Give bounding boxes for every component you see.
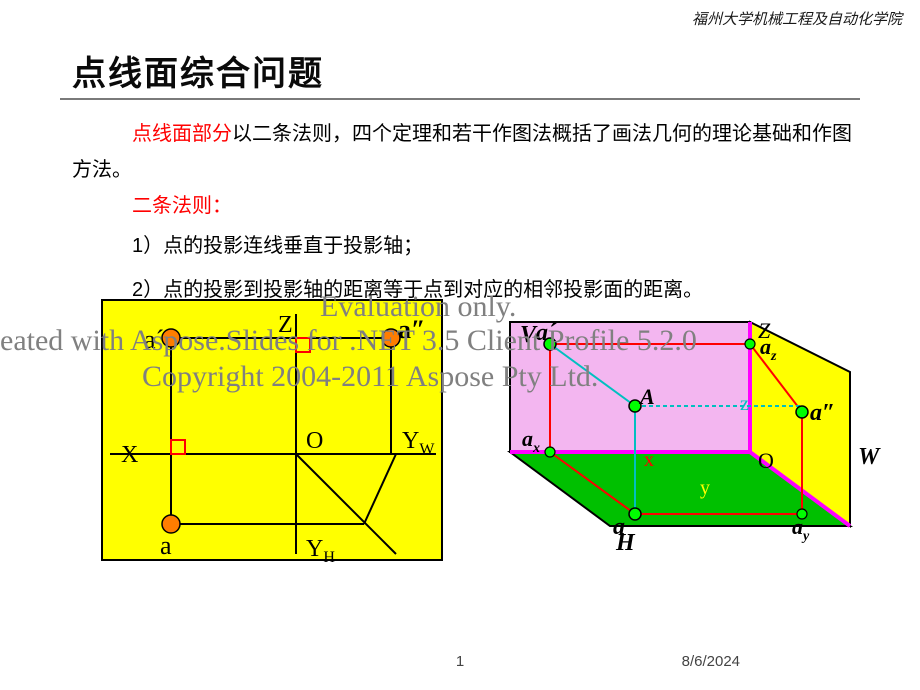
lbl-X: X — [121, 442, 138, 468]
page-date: 8/6/2024 — [682, 653, 740, 670]
lead-paragraph: 点线面部分以二条法则，四个定理和若干作图法概括了画法几何的理论基础和作图方法。 — [72, 116, 852, 188]
lbl-r-a: a — [613, 514, 625, 540]
lbl-a: a — [160, 531, 172, 560]
lbl-W: W — [858, 444, 881, 470]
lbl-zaxis: z — [740, 393, 749, 415]
subheading: 二条法则： — [72, 188, 852, 224]
watermark-line-2: eated with Aspose.Slides for .NET 3.5 Cl… — [0, 324, 697, 358]
lbl-Or: O — [758, 448, 774, 473]
watermark-line-3: Copyright 2004-2011 Aspose Pty Ltd. — [142, 360, 598, 394]
lbl-O: O — [306, 428, 323, 454]
watermark-line-1: Evaluation only. — [320, 290, 516, 324]
title-divider — [60, 98, 860, 100]
body-text: 点线面部分以二条法则，四个定理和若干作图法概括了画法几何的理论基础和作图方法。 … — [72, 116, 852, 308]
institution-label: 福州大学机械工程及自动化学院 — [692, 8, 902, 29]
lead-red: 点线面部分 — [132, 123, 232, 145]
lbl-yaxis: y — [700, 477, 710, 499]
lbl-r-A: A — [638, 384, 655, 409]
page-number: 1 — [456, 653, 464, 670]
rule-1: 1）点的投影连线垂直于投影轴； — [132, 228, 852, 264]
lbl-r-app: a″ — [810, 400, 835, 426]
sub-red: 二条法则： — [132, 195, 232, 217]
lbl-xaxis: x — [644, 449, 654, 471]
page-title: 点线面综合问题 — [72, 46, 324, 95]
